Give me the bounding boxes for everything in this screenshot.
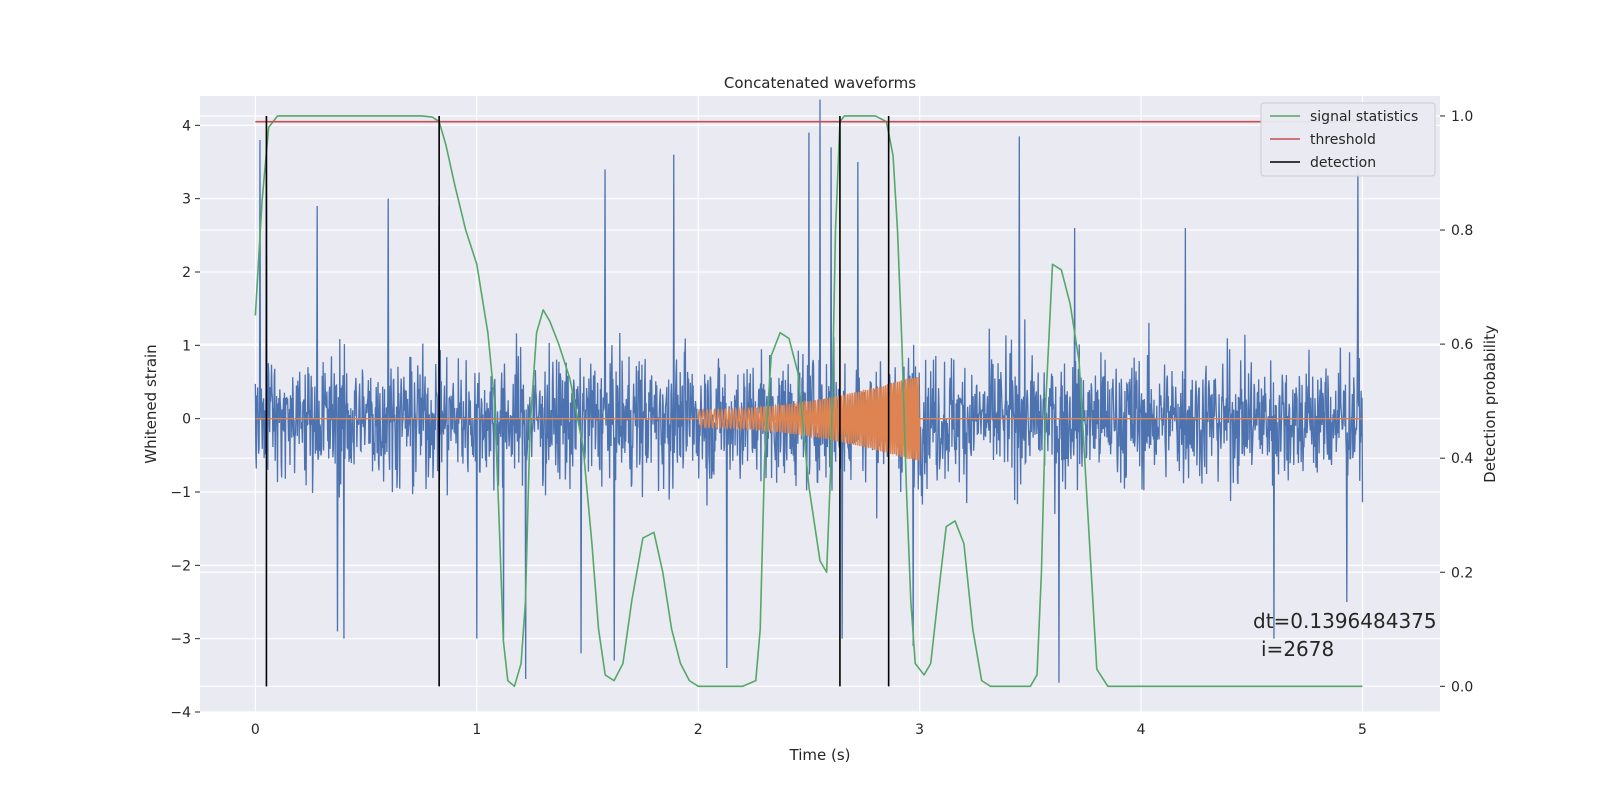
- y-tick-label: 2: [182, 265, 191, 281]
- y2-tick-label: 0.4: [1451, 451, 1473, 467]
- y2-axis-title: Detection probability: [1481, 325, 1499, 483]
- legend-label-threshold: threshold: [1310, 132, 1376, 148]
- x-tick-label: 4: [1137, 722, 1146, 738]
- y-tick-label: −4: [170, 705, 191, 721]
- y2-tick-label: 0.0: [1451, 679, 1473, 695]
- legend-label-detection: detection: [1310, 155, 1376, 171]
- annotation-dt: dt=0.1396484375: [1253, 609, 1437, 633]
- y-tick-label: 4: [182, 118, 191, 134]
- y2-tick-label: 0.8: [1451, 223, 1473, 239]
- y2-tick-label: 1.0: [1451, 109, 1473, 125]
- legend-label-signal-statistics: signal statistics: [1310, 109, 1418, 125]
- y-tick-label: −1: [170, 485, 191, 501]
- y-tick-labels: −4 −3 −2 −1 0 1 2 3 4: [170, 118, 200, 721]
- y-tick-label: −2: [170, 558, 191, 574]
- x-axis-title: Time (s): [789, 746, 851, 764]
- legend-box: [1260, 102, 1436, 177]
- y-tick-label: 3: [182, 192, 191, 208]
- signal-statistics-line: [254, 115, 1363, 688]
- y-tick-label: 0: [182, 412, 191, 428]
- x-tick-label: 5: [1358, 722, 1367, 738]
- annotation-i: i=2678: [1261, 637, 1334, 661]
- x-tick-label: 0: [251, 722, 260, 738]
- x-tick-labels: 0 1 2 3 4 5: [251, 722, 1367, 738]
- y-tick-label: 1: [182, 338, 191, 354]
- plot-series: [254, 99, 1364, 688]
- y2-tick-label: 0.6: [1451, 337, 1473, 353]
- legend: signal statistics threshold detection: [1260, 102, 1436, 177]
- y2-tick-labels: 0.0 0.2 0.4 0.6 0.8 1.0: [1440, 109, 1473, 695]
- series-injected-chirp-line: [255, 376, 1363, 461]
- x-tick-label: 2: [694, 722, 703, 738]
- y-axis-title: Whitened strain: [142, 344, 160, 463]
- y2-tick-label: 0.2: [1451, 565, 1473, 581]
- x-tick-label: 1: [472, 722, 481, 738]
- chart-title: Concatenated waveforms: [724, 74, 916, 92]
- x-tick-label: 3: [915, 722, 924, 738]
- y-tick-label: −3: [170, 632, 191, 648]
